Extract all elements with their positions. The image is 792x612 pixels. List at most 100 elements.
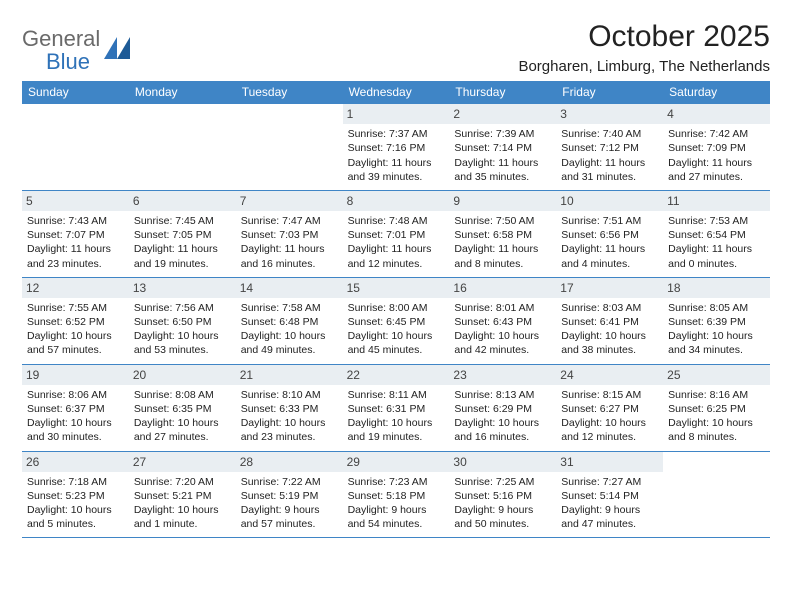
day-number: 24 xyxy=(556,365,663,385)
sunrise-label: Sunrise: 7:23 AM xyxy=(348,475,445,489)
day-number: 17 xyxy=(556,278,663,298)
calendar-day: 9Sunrise: 7:50 AMSunset: 6:58 PMDaylight… xyxy=(449,191,556,277)
daylight2-label: and 23 minutes. xyxy=(241,430,338,444)
sunrise-label: Sunrise: 7:22 AM xyxy=(241,475,338,489)
dow-saturday: Saturday xyxy=(663,81,770,103)
sunset-label: Sunset: 5:19 PM xyxy=(241,489,338,503)
calendar-day: 15Sunrise: 8:00 AMSunset: 6:45 PMDayligh… xyxy=(343,278,450,364)
daylight1-label: Daylight: 10 hours xyxy=(134,416,231,430)
daylight1-label: Daylight: 10 hours xyxy=(348,416,445,430)
calendar-day: 20Sunrise: 8:08 AMSunset: 6:35 PMDayligh… xyxy=(129,365,236,451)
sunset-label: Sunset: 6:50 PM xyxy=(134,315,231,329)
sunrise-label: Sunrise: 7:56 AM xyxy=(134,301,231,315)
sunset-label: Sunset: 6:52 PM xyxy=(27,315,124,329)
daylight1-label: Daylight: 11 hours xyxy=(134,242,231,256)
calendar-day: 29Sunrise: 7:23 AMSunset: 5:18 PMDayligh… xyxy=(343,452,450,538)
day-number: 1 xyxy=(343,104,450,124)
weeks-container: ...1Sunrise: 7:37 AMSunset: 7:16 PMDayli… xyxy=(22,103,770,538)
day-number: 20 xyxy=(129,365,236,385)
daylight1-label: Daylight: 11 hours xyxy=(27,242,124,256)
day-number: 10 xyxy=(556,191,663,211)
sunrise-label: Sunrise: 8:11 AM xyxy=(348,388,445,402)
sunset-label: Sunset: 6:37 PM xyxy=(27,402,124,416)
calendar-day: 28Sunrise: 7:22 AMSunset: 5:19 PMDayligh… xyxy=(236,452,343,538)
sunrise-label: Sunrise: 8:01 AM xyxy=(454,301,551,315)
calendar-day: 23Sunrise: 8:13 AMSunset: 6:29 PMDayligh… xyxy=(449,365,556,451)
day-number: 11 xyxy=(663,191,770,211)
daylight1-label: Daylight: 10 hours xyxy=(668,416,765,430)
day-number: 14 xyxy=(236,278,343,298)
sunset-label: Sunset: 5:16 PM xyxy=(454,489,551,503)
daylight2-label: and 8 minutes. xyxy=(668,430,765,444)
calendar-day: 22Sunrise: 8:11 AMSunset: 6:31 PMDayligh… xyxy=(343,365,450,451)
daylight1-label: Daylight: 10 hours xyxy=(454,416,551,430)
calendar-day: 4Sunrise: 7:42 AMSunset: 7:09 PMDaylight… xyxy=(663,104,770,190)
sunrise-label: Sunrise: 7:45 AM xyxy=(134,214,231,228)
calendar-day: . xyxy=(22,104,129,190)
sunset-label: Sunset: 6:33 PM xyxy=(241,402,338,416)
sunrise-label: Sunrise: 7:20 AM xyxy=(134,475,231,489)
calendar-day: 16Sunrise: 8:01 AMSunset: 6:43 PMDayligh… xyxy=(449,278,556,364)
daylight1-label: Daylight: 10 hours xyxy=(134,329,231,343)
day-number: 18 xyxy=(663,278,770,298)
daylight2-label: and 47 minutes. xyxy=(561,517,658,531)
day-number: 8 xyxy=(343,191,450,211)
dow-tuesday: Tuesday xyxy=(236,81,343,103)
day-number: 28 xyxy=(236,452,343,472)
daylight2-label: and 57 minutes. xyxy=(241,517,338,531)
header-row: General Blue October 2025 Borgharen, Lim… xyxy=(22,20,770,75)
sunrise-label: Sunrise: 7:40 AM xyxy=(561,127,658,141)
daylight1-label: Daylight: 11 hours xyxy=(454,242,551,256)
daylight1-label: Daylight: 9 hours xyxy=(454,503,551,517)
calendar-day: 12Sunrise: 7:55 AMSunset: 6:52 PMDayligh… xyxy=(22,278,129,364)
daylight1-label: Daylight: 10 hours xyxy=(241,329,338,343)
daylight2-label: and 0 minutes. xyxy=(668,257,765,271)
daylight1-label: Daylight: 9 hours xyxy=(561,503,658,517)
sunrise-label: Sunrise: 8:16 AM xyxy=(668,388,765,402)
sunset-label: Sunset: 7:09 PM xyxy=(668,141,765,155)
daylight2-label: and 39 minutes. xyxy=(348,170,445,184)
daylight2-label: and 12 minutes. xyxy=(561,430,658,444)
daylight2-label: and 31 minutes. xyxy=(561,170,658,184)
calendar-page: General Blue October 2025 Borgharen, Lim… xyxy=(0,0,792,558)
daylight2-label: and 50 minutes. xyxy=(454,517,551,531)
calendar-week: 5Sunrise: 7:43 AMSunset: 7:07 PMDaylight… xyxy=(22,190,770,277)
dow-monday: Monday xyxy=(129,81,236,103)
calendar-day: 30Sunrise: 7:25 AMSunset: 5:16 PMDayligh… xyxy=(449,452,556,538)
day-number: 3 xyxy=(556,104,663,124)
sunrise-label: Sunrise: 7:58 AM xyxy=(241,301,338,315)
sunset-label: Sunset: 6:58 PM xyxy=(454,228,551,242)
calendar-grid: Sunday Monday Tuesday Wednesday Thursday… xyxy=(22,81,770,538)
sunset-label: Sunset: 6:48 PM xyxy=(241,315,338,329)
sunset-label: Sunset: 7:07 PM xyxy=(27,228,124,242)
calendar-week: 12Sunrise: 7:55 AMSunset: 6:52 PMDayligh… xyxy=(22,277,770,364)
sunrise-label: Sunrise: 7:47 AM xyxy=(241,214,338,228)
daylight1-label: Daylight: 11 hours xyxy=(454,156,551,170)
daylight2-label: and 34 minutes. xyxy=(668,343,765,357)
sunrise-label: Sunrise: 8:06 AM xyxy=(27,388,124,402)
calendar-day: . xyxy=(663,452,770,538)
sunrise-label: Sunrise: 8:10 AM xyxy=(241,388,338,402)
calendar-day: 6Sunrise: 7:45 AMSunset: 7:05 PMDaylight… xyxy=(129,191,236,277)
sunset-label: Sunset: 6:41 PM xyxy=(561,315,658,329)
brand-word-2: Blue xyxy=(46,51,100,73)
calendar-day: 1Sunrise: 7:37 AMSunset: 7:16 PMDaylight… xyxy=(343,104,450,190)
calendar-day: 2Sunrise: 7:39 AMSunset: 7:14 PMDaylight… xyxy=(449,104,556,190)
calendar-day: . xyxy=(236,104,343,190)
sunset-label: Sunset: 5:18 PM xyxy=(348,489,445,503)
daylight2-label: and 35 minutes. xyxy=(454,170,551,184)
daylight2-label: and 16 minutes. xyxy=(454,430,551,444)
title-block: October 2025 Borgharen, Limburg, The Net… xyxy=(518,20,770,75)
sunrise-label: Sunrise: 8:05 AM xyxy=(668,301,765,315)
daylight1-label: Daylight: 10 hours xyxy=(561,329,658,343)
daylight2-label: and 5 minutes. xyxy=(27,517,124,531)
calendar-day: 8Sunrise: 7:48 AMSunset: 7:01 PMDaylight… xyxy=(343,191,450,277)
daylight2-label: and 53 minutes. xyxy=(134,343,231,357)
daylight1-label: Daylight: 11 hours xyxy=(241,242,338,256)
calendar-day: 27Sunrise: 7:20 AMSunset: 5:21 PMDayligh… xyxy=(129,452,236,538)
daylight2-label: and 8 minutes. xyxy=(454,257,551,271)
daylight2-label: and 49 minutes. xyxy=(241,343,338,357)
sunrise-label: Sunrise: 7:43 AM xyxy=(27,214,124,228)
calendar-day: 24Sunrise: 8:15 AMSunset: 6:27 PMDayligh… xyxy=(556,365,663,451)
day-number: 2 xyxy=(449,104,556,124)
